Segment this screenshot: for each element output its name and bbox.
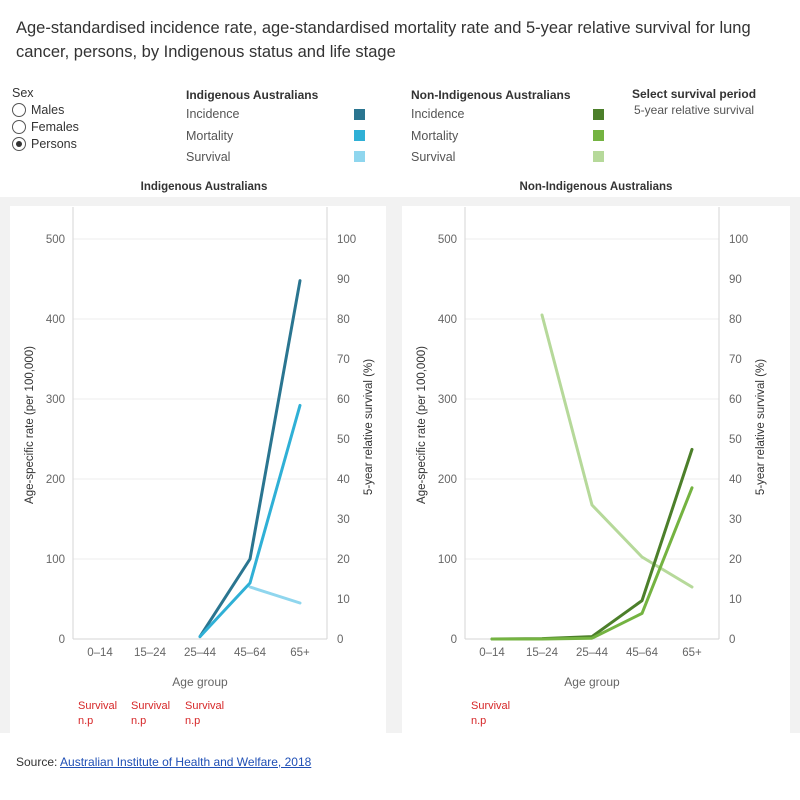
radio-females[interactable]: Females — [12, 120, 79, 134]
legend-swatch[interactable] — [593, 109, 604, 120]
legend-swatch[interactable] — [354, 109, 365, 120]
chart-non-indigenous[interactable]: 0 100 200 300 400 500 0 10 20 30 40 50 60 70 80 90 100 0–… — [392, 197, 792, 737]
survival-np-note: Survival n.p — [471, 700, 511, 727]
y-tick-label: 200 — [46, 474, 65, 486]
y-axis-label: Age-specific rate (per 100,000) — [416, 346, 428, 504]
radio-label-females: Females — [31, 120, 79, 134]
y-axis-label: Age-specific rate (per 100,000) — [24, 346, 36, 504]
y2-tick-label: 90 — [729, 274, 742, 286]
x-tick-label: 25–44 — [184, 647, 217, 659]
y2-tick-label: 0 — [729, 634, 735, 646]
y2-tick-label: 20 — [729, 554, 742, 566]
source-link[interactable]: Australian Institute of Health and Welfa… — [60, 755, 312, 769]
x-tick-label: 45–64 — [626, 647, 659, 659]
chart-indigenous[interactable]: 0 100 200 300 400 500 0 10 20 30 40 50 60 70 80 90 100 0–… — [0, 197, 400, 737]
y-tick-label: 300 — [438, 394, 457, 406]
sex-filter-label: Sex — [12, 86, 34, 100]
legend-swatch[interactable] — [354, 151, 365, 162]
y2-tick-label: 10 — [729, 594, 742, 606]
y2-tick-label: 70 — [729, 354, 742, 366]
series-line-incidence — [198, 279, 302, 639]
y2-tick-label: 80 — [729, 314, 742, 326]
source-line: Source: Australian Institute of Health a… — [16, 755, 311, 769]
y-tick-label: 500 — [46, 234, 65, 246]
radio-circle[interactable] — [12, 103, 26, 117]
radio-persons[interactable]: Persons — [12, 137, 77, 151]
y2-axis-label: 5-year relative survival (%) — [363, 359, 375, 495]
y2-tick-label: 60 — [337, 394, 350, 406]
y2-axis-label: 5-year relative survival (%) — [755, 359, 767, 495]
y2-tick-label: 60 — [729, 394, 742, 406]
y-tick-label: 400 — [438, 314, 457, 326]
x-axis-label: Age group — [172, 675, 228, 689]
survival-period-value[interactable]: 5-year relative survival — [634, 103, 755, 117]
y2-tick-label: 10 — [337, 594, 350, 606]
panel-non-indigenous-background — [402, 206, 790, 733]
legend-swatch[interactable] — [354, 130, 365, 141]
y2-tick-label: 50 — [337, 434, 350, 446]
survival-np-note: Survival n.p — [185, 700, 225, 727]
panel-title-non-indigenous: Non-Indigenous Australians — [519, 181, 673, 193]
y2-tick-label: 30 — [729, 514, 742, 526]
legend-non-indigenous-mortality-label: Mortality — [411, 129, 459, 143]
y2-tick-label: 30 — [337, 514, 350, 526]
x-tick-label: 25–44 — [576, 647, 609, 659]
radio-circle-selected[interactable] — [12, 137, 26, 151]
x-tick-label: 65+ — [682, 647, 702, 659]
legend-non-indigenous-heading: Non-Indigenous Australians — [411, 88, 571, 102]
legend-swatch[interactable] — [593, 130, 604, 141]
y2-tick-label: 100 — [337, 234, 356, 246]
series-line-survival — [540, 313, 694, 589]
x-tick-label: 0–14 — [479, 647, 505, 659]
y-tick-label: 100 — [438, 554, 457, 566]
y2-tick-label: 40 — [337, 474, 350, 486]
survival-np-note: Survival n.p — [131, 700, 171, 727]
legend-non-indigenous-survival-label: Survival — [411, 150, 456, 164]
x-tick-label: 45–64 — [234, 647, 267, 659]
y-tick-label: 200 — [438, 474, 457, 486]
x-tick-label: 15–24 — [526, 647, 559, 659]
y-tick-label: 400 — [46, 314, 65, 326]
radio-circle[interactable] — [12, 120, 26, 134]
x-tick-label: 65+ — [290, 647, 310, 659]
y2-tick-label: 90 — [337, 274, 350, 286]
survival-period-label: Select survival period — [632, 87, 757, 101]
legend-indigenous-survival-label: Survival — [186, 150, 231, 164]
y-tick-label: 100 — [46, 554, 65, 566]
series-line-survival — [248, 585, 302, 605]
source-prefix: Source: — [16, 755, 61, 769]
y2-tick-label: 50 — [729, 434, 742, 446]
y2-tick-label: 100 — [729, 234, 748, 246]
x-tick-label: 15–24 — [134, 647, 167, 659]
legend-swatch[interactable] — [593, 151, 604, 162]
series-line-mortality — [490, 486, 694, 641]
y2-tick-label: 0 — [337, 634, 343, 646]
y2-tick-label: 70 — [337, 354, 350, 366]
survival-np-note: Survival n.p — [78, 700, 118, 727]
chart-title: Age-standardised incidence rate, age-sta… — [16, 19, 751, 61]
y-tick-label: 0 — [59, 634, 65, 646]
x-axis-label: Age group — [564, 675, 620, 689]
radio-males[interactable]: Males — [12, 103, 64, 117]
y-tick-label: 0 — [451, 634, 457, 646]
radio-label-males: Males — [31, 103, 65, 117]
series-line-incidence — [490, 447, 694, 641]
y2-tick-label: 40 — [729, 474, 742, 486]
legend-indigenous-mortality-label: Mortality — [186, 129, 234, 143]
y-tick-label: 300 — [46, 394, 65, 406]
panel-title-indigenous: Indigenous Australians — [140, 181, 268, 193]
radio-label-persons: Persons — [31, 137, 77, 151]
y2-tick-label: 80 — [337, 314, 350, 326]
y-tick-label: 500 — [438, 234, 457, 246]
legend-indigenous-heading: Indigenous Australians — [186, 88, 319, 102]
y2-tick-label: 20 — [337, 554, 350, 566]
legend-indigenous-incidence-label: Incidence — [186, 107, 240, 121]
legend-non-indigenous-incidence-label: Incidence — [411, 107, 465, 121]
x-tick-label: 0–14 — [87, 647, 113, 659]
series-line-mortality — [198, 403, 302, 639]
